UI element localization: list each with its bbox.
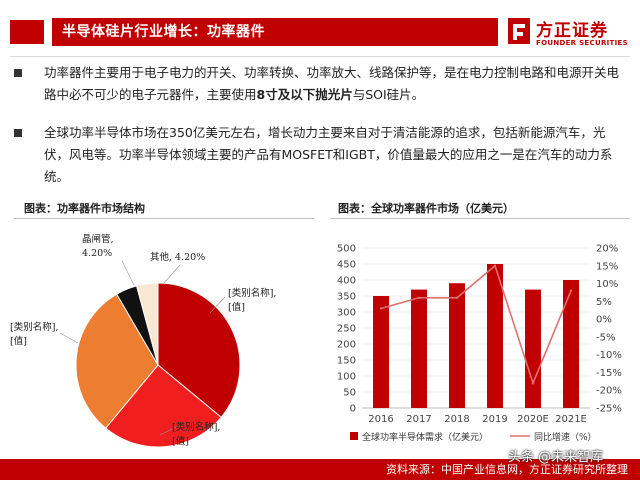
pie-label-slice1-line1: [类别名称], <box>228 288 277 299</box>
growth-rate-point <box>569 289 573 292</box>
pie-slice <box>157 282 241 418</box>
header-divider <box>10 56 630 57</box>
bar <box>411 289 427 408</box>
pie-label-slice1-line2: [值] <box>228 302 245 313</box>
x-tick-label: 2018 <box>444 414 469 425</box>
source-note: 资料来源：中国产业信息网，方正证券研究所整理 <box>386 463 628 476</box>
page-title: 半导体硅片行业增长：功率器件 <box>62 24 265 40</box>
pie-slice <box>105 364 222 448</box>
y-left-tick-label: 200 <box>337 340 356 351</box>
bullet-square-icon <box>14 69 22 77</box>
pie-label-slice2: [类别名称], [值] <box>172 421 220 449</box>
right-caption-underline <box>330 218 630 219</box>
pie-label-slice2-line1: [类别名称], <box>172 422 221 433</box>
y-left-tick-label: 300 <box>337 308 356 319</box>
bullet-power-devices: 功率器件主要用于电子电力的开关、功率转换、功率放大、线路保护等，是在电力控制电路… <box>14 62 626 108</box>
left-chart-caption: 图表：功率器件市场结构 <box>24 202 145 215</box>
y-left-tick-label: 400 <box>337 276 356 287</box>
bullet-text-tail: 与SOI硅片。 <box>352 87 425 102</box>
pie-label-other: 其他, 4.20% <box>150 252 206 263</box>
left-caption-underline <box>14 218 314 219</box>
logo-name: 方正证券 <box>536 21 608 41</box>
pie-label-slice2-line2: [值] <box>172 436 189 447</box>
y-left-tick-label: 50 <box>343 388 356 399</box>
x-tick-label: 2017 <box>406 414 431 425</box>
legend-bar-label: 全球功率半导体需求（亿美元） <box>362 431 488 443</box>
growth-rate-point <box>493 264 497 267</box>
y-right-tick-label: 5% <box>596 297 612 308</box>
bullet-text: 全球功率半导体市场在350亿美元左右，增长动力主要来自对于清洁能源的追求，包括新… <box>44 122 628 188</box>
y-left-tick-label: 150 <box>337 356 356 367</box>
pie-leader-line <box>121 260 135 286</box>
legend-bar-swatch <box>350 432 358 440</box>
pie-slice <box>135 282 159 366</box>
x-tick-label: 2019 <box>482 414 507 425</box>
y-right-tick-label: 10% <box>596 279 618 290</box>
pie-label-slice1: [类别名称], [值] <box>228 287 276 315</box>
bullet-text-normal: 功率器件主要用于电子电力的开关、功率转换、功率放大、线路保护等，是在电力控制电路… <box>44 65 620 102</box>
y-right-tick-label: -25% <box>596 404 622 415</box>
bullet-text-normal: 全球功率半导体市场在350亿美元左右，增长动力主要来自对于清洁能源的追求，包括新… <box>44 125 613 184</box>
header-accent-square <box>10 20 44 44</box>
y-left-tick-label: 100 <box>337 372 356 383</box>
pie-label-thyristor-line1: 晶闸管, <box>82 234 114 245</box>
pie-slice <box>75 293 159 429</box>
founder-logo-icon <box>508 18 530 44</box>
growth-rate-line <box>380 264 572 386</box>
y-left-tick-label: 500 <box>337 244 356 255</box>
x-tick-label: 2020E <box>517 414 549 425</box>
pie-label-slice3: [类别名称], [值] <box>10 321 58 349</box>
bar <box>449 283 465 408</box>
y-right-tick-label: 0% <box>596 315 612 326</box>
y-left-tick-label: 350 <box>337 292 356 303</box>
bullet-text: 功率器件主要用于电子电力的开关、功率转换、功率放大、线路保护等，是在电力控制电路… <box>44 62 628 106</box>
y-right-tick-label: -20% <box>596 386 622 397</box>
bar-line-chart-svg: 0 50 100 150 200 250 300 350 400 450 500 -25% -20% -1… <box>337 244 622 444</box>
x-tick-label: 2021E <box>555 414 587 425</box>
power-device-market-chart: 0 50 100 150 200 250 300 350 400 450 500 -25% -20% -1… <box>328 228 638 460</box>
y-right-tick-label: -10% <box>596 350 622 361</box>
slide-footer: 资料来源：中国产业信息网，方正证券研究所整理 <box>0 459 640 480</box>
header-title-bar <box>52 18 498 46</box>
growth-rate-point <box>379 307 383 310</box>
founder-securities-logo: 方正证券 FOUNDER SECURITIES <box>508 14 634 54</box>
pie-leader-line <box>159 424 181 436</box>
bar <box>487 264 503 408</box>
y-right-tick-label: 15% <box>596 261 618 272</box>
x-tick-label: 2016 <box>368 414 393 425</box>
logo-english-name: FOUNDER SECURITIES <box>536 39 628 47</box>
right-chart-caption: 图表：全球功率器件市场（亿美元） <box>338 202 514 215</box>
market-structure-pie-chart: 晶闸管, 4.20% 其他, 4.20% [类别名称], [值] [类别名称], [值… <box>10 225 310 460</box>
bar <box>563 280 579 408</box>
pie-label-slice3-line2: [值] <box>10 336 27 347</box>
watermark: 头条 @未来智库 <box>508 450 604 465</box>
y-left-tick-label: 0 <box>350 404 356 415</box>
pie-leader-line <box>59 332 79 344</box>
y-left-tick-label: 450 <box>337 260 356 271</box>
growth-rate-point <box>455 296 459 299</box>
bar <box>373 296 389 408</box>
pie-label-thyristor-line2: 4.20% <box>82 248 113 259</box>
y-right-tick-label: -5% <box>596 332 615 343</box>
bullet-text-bold: 8寸及以下抛光片 <box>256 87 353 102</box>
pie-label-thyristor: 晶闸管, 4.20% <box>82 233 114 261</box>
growth-rate-point <box>417 296 421 299</box>
y-left-tick-label: 250 <box>337 324 356 335</box>
bullet-market-size: 全球功率半导体市场在350亿美元左右，增长动力主要来自对于清洁能源的追求，包括新… <box>14 122 626 192</box>
growth-rate-point <box>531 381 535 385</box>
y-right-tick-label: 20% <box>596 244 618 255</box>
pie-chart-svg <box>59 260 241 448</box>
bar <box>525 289 541 408</box>
legend-line-label: 同比增速（%） <box>534 431 597 443</box>
bullet-square-icon <box>14 129 22 137</box>
y-right-tick-label: -15% <box>596 368 622 379</box>
pie-leader-line <box>209 296 226 314</box>
pie-label-slice3-line1: [类别名称], <box>10 322 59 333</box>
slide-header: 半导体硅片行业增长：功率器件 方正证券 FOUNDER SECURITIES <box>0 0 640 62</box>
pie-leader-line <box>163 264 181 284</box>
